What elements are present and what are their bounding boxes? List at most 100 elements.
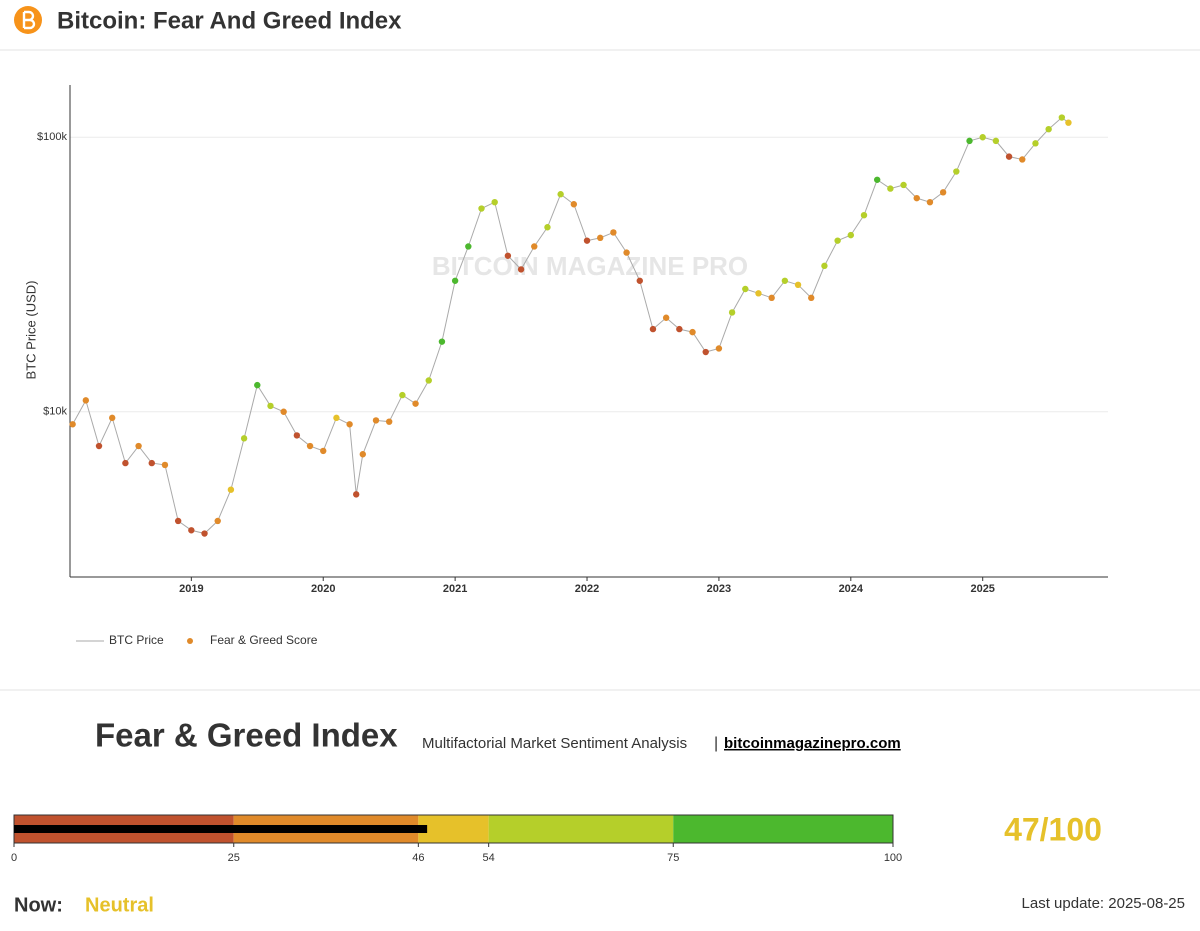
score-dot [834, 237, 841, 244]
x-tick-label: 2023 [707, 583, 731, 595]
score-dot [992, 137, 1000, 145]
now-label: Now: [14, 894, 63, 916]
score-dot [821, 262, 828, 270]
score-dot [240, 435, 248, 442]
x-tick-label: 2024 [839, 583, 864, 595]
legend-dot [187, 638, 193, 644]
score-dot [491, 198, 498, 206]
score-dot [425, 377, 432, 384]
score-dot [689, 328, 696, 336]
panel-title: Fear & Greed Index [95, 717, 398, 754]
gauge-tick-label: 100 [884, 852, 902, 864]
score-dot [544, 224, 551, 231]
score-dot [860, 212, 868, 219]
score-dot [728, 309, 736, 316]
y-tick-label: $10k [43, 406, 67, 418]
score-dot [478, 205, 485, 212]
gauge-value-label: 47/100 [1004, 811, 1102, 847]
score-dot [306, 442, 314, 450]
score-dot [847, 231, 855, 239]
score-dot [926, 198, 934, 206]
legend-label: BTC Price [109, 633, 164, 647]
score-dot [293, 432, 301, 439]
score-dot [465, 243, 472, 250]
score-dot [174, 517, 182, 525]
score-dot [1065, 119, 1072, 126]
link[interactable]: bitcoinmagazinepro.com [724, 735, 901, 752]
score-dot [610, 229, 617, 236]
score-dot [385, 418, 393, 425]
gauge-tick-label: 46 [412, 852, 424, 864]
score-dot [95, 442, 103, 450]
x-tick-label: 2021 [443, 583, 467, 595]
score-dot [69, 421, 76, 428]
separator: | [714, 735, 718, 752]
score-dot [148, 459, 155, 467]
score-dot [887, 185, 894, 192]
score-dot [597, 234, 604, 242]
score-dot [715, 345, 723, 352]
score-dot [267, 402, 274, 410]
score-dot [583, 237, 591, 244]
score-dot [109, 414, 116, 422]
score-dot [755, 290, 762, 297]
score-dot [438, 338, 446, 345]
score-dot [346, 421, 353, 428]
price-line [72, 116, 1069, 535]
bitcoin-glyph [22, 10, 36, 30]
gauge-tick-label: 75 [667, 852, 679, 864]
score-dot [662, 314, 670, 321]
score-dot [1032, 140, 1039, 147]
y-axis-label: BTC Price (USD) [23, 281, 38, 380]
score-dot [372, 417, 380, 424]
score-dot [913, 194, 920, 202]
score-dot [188, 527, 195, 534]
gauge-tick-label: 25 [228, 852, 240, 864]
score-dot [623, 249, 630, 256]
score-dot [979, 134, 986, 141]
score-dot [781, 277, 789, 284]
score-dot [161, 461, 169, 469]
score-dot [953, 168, 960, 175]
score-dot [557, 191, 564, 198]
score-dot [1058, 114, 1066, 121]
score-dot [1005, 153, 1013, 160]
y-tick-label: $100k [37, 131, 67, 143]
score-dot [517, 266, 525, 273]
score-dot [636, 277, 643, 284]
score-dot [280, 408, 287, 415]
x-tick-label: 2020 [311, 583, 335, 595]
score-dot [82, 397, 90, 404]
x-tick-label: 2022 [575, 583, 599, 595]
score-dot [254, 381, 261, 389]
watermark: BITCOIN MAGAZINE PRO [432, 251, 748, 281]
score-dot [227, 486, 235, 493]
gauge-tick-label: 0 [11, 852, 17, 864]
score-dot [201, 530, 208, 537]
now-value: Neutral [85, 894, 154, 916]
score-dot [808, 294, 815, 302]
score-dot [702, 348, 709, 356]
score-dot [399, 391, 406, 399]
gauge-segment [488, 815, 674, 843]
score-dot [333, 414, 340, 422]
score-dot [794, 281, 802, 289]
score-dot [531, 243, 538, 250]
last-update: Last update: 2025-08-25 [1022, 895, 1185, 912]
score-dot [214, 517, 221, 525]
score-dot [966, 137, 973, 145]
score-dot [412, 400, 419, 407]
score-dot [504, 252, 512, 259]
score-dot [320, 447, 327, 455]
page-title: Bitcoin: Fear And Greed Index [57, 7, 402, 34]
score-dot [359, 451, 367, 458]
legend-label: Fear & Greed Score [210, 633, 318, 647]
x-tick-label: 2025 [970, 583, 994, 595]
score-dot [768, 294, 775, 302]
score-dot [649, 325, 657, 333]
x-tick-label: 2019 [179, 583, 203, 595]
score-dot [1045, 125, 1052, 133]
panel-subtitle: Multifactorial Market Sentiment Analysis [422, 735, 687, 752]
score-dot [1019, 156, 1026, 163]
